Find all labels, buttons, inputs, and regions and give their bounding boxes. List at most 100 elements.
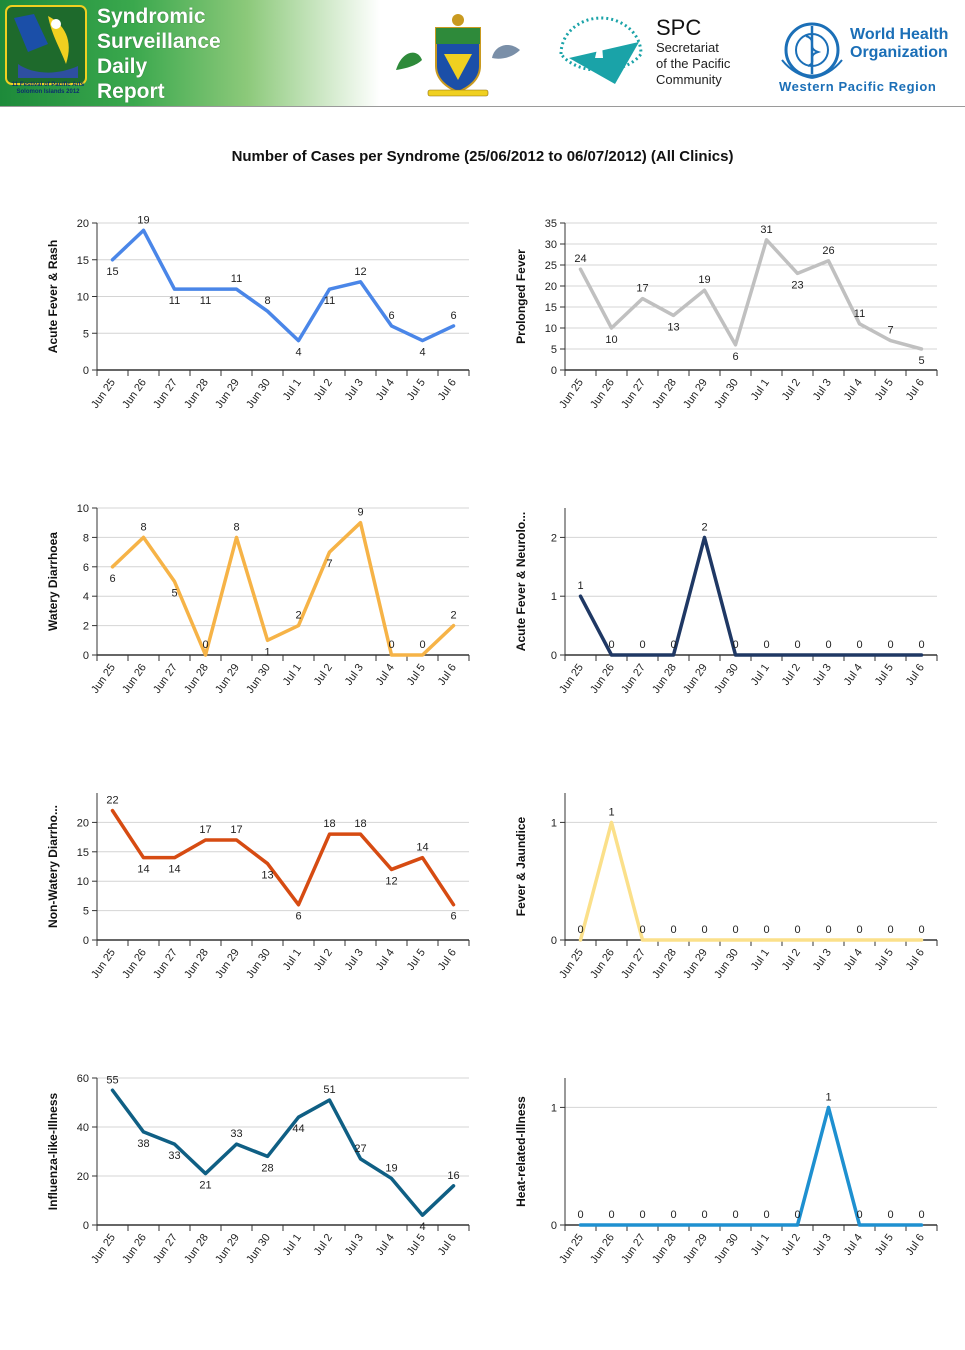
- chart-acute-fever-neurological: Acute Fever & Neurolo... 0 1 2 Jun 25 Jun 26 J…: [468, 490, 938, 720]
- data-label: 1: [264, 646, 270, 658]
- data-label: 14: [137, 864, 149, 876]
- x-tick-label: Jul 2: [780, 1232, 803, 1258]
- data-label: 33: [230, 1128, 242, 1140]
- x-tick-label: Jul 4: [374, 1232, 397, 1258]
- chart-non-watery-diarrhoea: Non-Watery Diarrho... 0 5 10 15 20 Jun 25 Jun 2…: [0, 775, 470, 1005]
- x-tick-label: Jun 28: [182, 947, 211, 981]
- y-tick-label: 20: [77, 218, 89, 230]
- data-label: 17: [199, 824, 211, 836]
- data-label: 0: [887, 639, 893, 651]
- data-label: 0: [701, 1209, 707, 1221]
- data-label: 0: [763, 639, 769, 651]
- x-tick-label: Jul 4: [374, 947, 397, 973]
- data-label: 19: [137, 214, 149, 226]
- x-tick-label: Jul 5: [873, 1232, 896, 1258]
- festival-caption: 11 Festival of Pacific Arts Solomon Isla…: [6, 82, 90, 96]
- data-label: 0: [856, 924, 862, 936]
- y-tick-label: 60: [77, 1073, 89, 1085]
- x-tick-label: Jun 28: [182, 377, 211, 411]
- spc-line: Community: [656, 72, 722, 87]
- data-label: 26: [822, 245, 834, 257]
- data-label: 5: [918, 355, 924, 367]
- x-tick-label: Jul 6: [904, 377, 927, 403]
- x-tick-label: Jul 2: [780, 377, 803, 403]
- series-line: [110, 808, 456, 907]
- x-tick-label: Jun 26: [588, 947, 617, 981]
- spc-logo-icon: [559, 16, 643, 84]
- x-tick-label: Jul 4: [842, 947, 865, 973]
- y-axis-label: Watery Diarrhoea: [46, 532, 60, 631]
- data-label: 44: [292, 1123, 304, 1135]
- x-tick-label: Jun 30: [712, 662, 741, 696]
- y-tick-label: 8: [83, 532, 89, 544]
- x-tick-label: Jul 3: [811, 662, 834, 688]
- data-label: 19: [385, 1162, 397, 1174]
- y-tick-label: 5: [83, 328, 89, 340]
- data-label: 1: [577, 580, 583, 592]
- who-name: World Health Organization: [850, 26, 948, 62]
- y-axis-label: Influenza-like-Illness: [46, 1092, 60, 1210]
- x-tick-label: Jun 26: [588, 662, 617, 696]
- x-tick-label: Jul 3: [811, 377, 834, 403]
- data-label: 5: [171, 588, 177, 600]
- x-tick-label: Jul 3: [343, 377, 366, 403]
- x-tick-label: Jun 29: [213, 377, 242, 411]
- y-axis-label: Prolonged Fever: [514, 249, 528, 344]
- x-tick-label: Jun 27: [151, 377, 180, 411]
- x-tick-label: Jun 30: [712, 947, 741, 981]
- data-label: 0: [732, 639, 738, 651]
- data-label: 24: [574, 253, 586, 265]
- y-tick-label: 20: [77, 817, 89, 829]
- y-axis-label: Non-Watery Diarrho...: [46, 805, 60, 928]
- data-label: 51: [323, 1084, 335, 1096]
- data-label: 6: [450, 911, 456, 923]
- data-label: 0: [918, 1209, 924, 1221]
- chart-prolonged-fever: Prolonged Fever 0 5 10 15 20 25 30 35 Jun 25 Jun 2…: [468, 205, 938, 435]
- x-tick-label: Jun 27: [151, 662, 180, 696]
- data-label: 18: [323, 818, 335, 830]
- x-tick-label: Jun 25: [557, 377, 586, 411]
- x-tick-label: Jun 29: [681, 662, 710, 696]
- data-label: 4: [419, 347, 425, 359]
- x-tick-label: Jul 3: [343, 662, 366, 688]
- data-label: 12: [385, 875, 397, 887]
- x-tick-label: Jul 6: [904, 662, 927, 688]
- x-tick-label: Jul 6: [436, 377, 459, 403]
- x-tick-label: Jul 5: [405, 947, 428, 973]
- x-tick-label: Jun 26: [120, 947, 149, 981]
- data-label: 0: [608, 639, 614, 651]
- data-label: 14: [416, 842, 428, 854]
- y-tick-label: 20: [545, 281, 557, 293]
- spc-abbreviation: SPC: [656, 15, 702, 40]
- data-label: 0: [732, 924, 738, 936]
- data-label: 6: [109, 573, 115, 585]
- data-label: 27: [354, 1143, 366, 1155]
- x-tick-label: Jul 5: [873, 377, 896, 403]
- who-name-line: Organization: [850, 44, 948, 61]
- y-tick-label: 0: [83, 935, 89, 947]
- y-tick-label: 1: [551, 1102, 557, 1114]
- data-label: 0: [918, 924, 924, 936]
- y-tick-label: 15: [77, 255, 89, 267]
- y-tick-label: 0: [551, 1220, 557, 1232]
- x-tick-label: Jun 29: [681, 947, 710, 981]
- data-label: 8: [264, 295, 270, 307]
- chart-heat-related-illness: Heat-related-Illness 0 1 Jun 25 Jun 26 Jun 27…: [468, 1060, 938, 1290]
- x-tick-label: Jul 5: [405, 377, 428, 403]
- x-tick-label: Jun 30: [244, 377, 273, 411]
- x-tick-label: Jun 30: [244, 1232, 273, 1266]
- x-tick-label: Jun 26: [588, 377, 617, 411]
- data-label: 28: [261, 1162, 273, 1174]
- data-label: 0: [732, 1209, 738, 1221]
- who-logo-icon: [781, 22, 843, 79]
- x-tick-label: Jul 2: [312, 1232, 335, 1258]
- x-tick-label: Jun 28: [182, 662, 211, 696]
- data-label: 2: [295, 610, 301, 622]
- x-tick-label: Jun 25: [89, 662, 118, 696]
- data-label: 0: [670, 639, 676, 651]
- data-label: 0: [639, 924, 645, 936]
- x-tick-label: Jul 4: [842, 1232, 865, 1258]
